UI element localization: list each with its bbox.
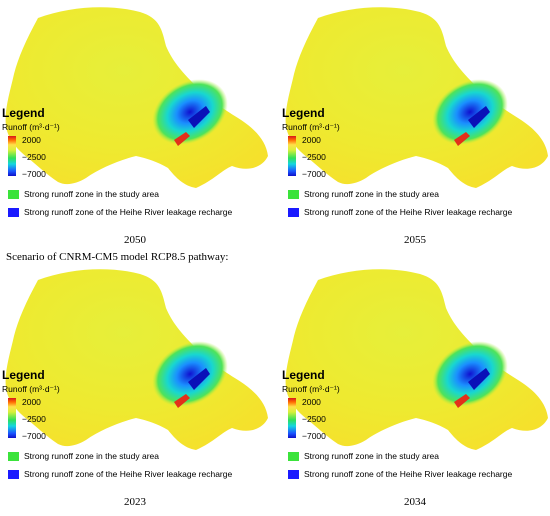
scenario-caption: Scenario of CNRM-CM5 model RCP8.5 pathwa… [6, 251, 229, 263]
green-zone-swatch [8, 452, 19, 461]
map-panel-2055: Legend Runoff (m³·d⁻¹) 2000 −2500 −7000 … [280, 0, 550, 232]
high-runoff-spot [454, 132, 470, 146]
legend-title: Legend [2, 106, 45, 120]
legend-subtitle: Runoff (m³·d⁻¹) [2, 122, 60, 132]
green-zone-label: Strong runoff zone in the study area [24, 189, 159, 199]
year-label: 2055 [404, 234, 426, 246]
year-label: 2023 [124, 496, 146, 508]
strong-runoff-zone [152, 341, 228, 407]
green-zone-swatch [288, 190, 299, 199]
heihe-leakage-zone [468, 106, 490, 128]
legend-tick-min: −7000 [302, 169, 326, 179]
green-zone-swatch [8, 190, 19, 199]
green-zone-label: Strong runoff zone in the study area [304, 189, 439, 199]
map-panel-2023: Legend Runoff (m³·d⁻¹) 2000 −2500 −7000 … [0, 262, 270, 494]
high-runoff-spot [174, 132, 190, 146]
study-area-region [285, 7, 548, 189]
green-zone-swatch [288, 452, 299, 461]
legend-tick-min: −7000 [302, 431, 326, 441]
runoff-map [285, 7, 548, 189]
blue-zone-label: Strong runoff zone of the Heihe River le… [24, 469, 233, 479]
green-zone-label: Strong runoff zone in the study area [24, 451, 159, 461]
legend-tick-mid: −2500 [302, 414, 326, 424]
blue-zone-swatch [288, 208, 299, 217]
legend-subtitle: Runoff (m³·d⁻¹) [2, 384, 60, 394]
blue-zone-swatch [8, 470, 19, 479]
year-label: 2050 [124, 234, 146, 246]
legend-subtitle: Runoff (m³·d⁻¹) [282, 122, 340, 132]
blue-zone-label: Strong runoff zone of the Heihe River le… [304, 207, 513, 217]
heihe-leakage-zone [188, 106, 210, 128]
strong-runoff-zone [152, 79, 228, 145]
runoff-map [5, 269, 268, 450]
color-ramp [8, 398, 16, 438]
high-runoff-spot [174, 394, 190, 408]
legend-tick-mid: −2500 [302, 152, 326, 162]
color-ramp [288, 136, 296, 176]
high-runoff-spot [454, 394, 470, 408]
blue-zone-swatch [288, 470, 299, 479]
legend-tick-max: 2000 [22, 397, 41, 407]
legend-title: Legend [282, 106, 325, 120]
year-label: 2034 [404, 496, 426, 508]
legend-tick-max: 2000 [302, 135, 321, 145]
blue-zone-label: Strong runoff zone of the Heihe River le… [24, 207, 233, 217]
strong-runoff-zone [432, 341, 508, 407]
legend-tick-max: 2000 [22, 135, 41, 145]
green-zone-label: Strong runoff zone in the study area [304, 451, 439, 461]
legend-tick-min: −7000 [22, 431, 46, 441]
legend-tick-mid: −2500 [22, 414, 46, 424]
legend-tick-max: 2000 [302, 397, 321, 407]
blue-zone-swatch [8, 208, 19, 217]
legend-title: Legend [282, 368, 325, 382]
map-panel-2034: Legend Runoff (m³·d⁻¹) 2000 −2500 −7000 … [280, 262, 550, 494]
blue-zone-label: Strong runoff zone of the Heihe River le… [304, 469, 513, 479]
study-area-region [5, 7, 268, 189]
map-panel-2050: Legend Runoff (m³·d⁻¹) 2000 −2500 −7000 … [0, 0, 270, 232]
study-area-region [285, 269, 548, 450]
legend-tick-mid: −2500 [22, 152, 46, 162]
color-ramp [288, 398, 296, 438]
color-ramp [8, 136, 16, 176]
runoff-map [5, 7, 268, 189]
strong-runoff-zone [432, 79, 508, 145]
legend-subtitle: Runoff (m³·d⁻¹) [282, 384, 340, 394]
legend-title: Legend [2, 368, 45, 382]
study-area-region [5, 269, 268, 450]
legend-tick-min: −7000 [22, 169, 46, 179]
heihe-leakage-zone [468, 368, 490, 390]
runoff-map [285, 269, 548, 450]
heihe-leakage-zone [188, 368, 210, 390]
